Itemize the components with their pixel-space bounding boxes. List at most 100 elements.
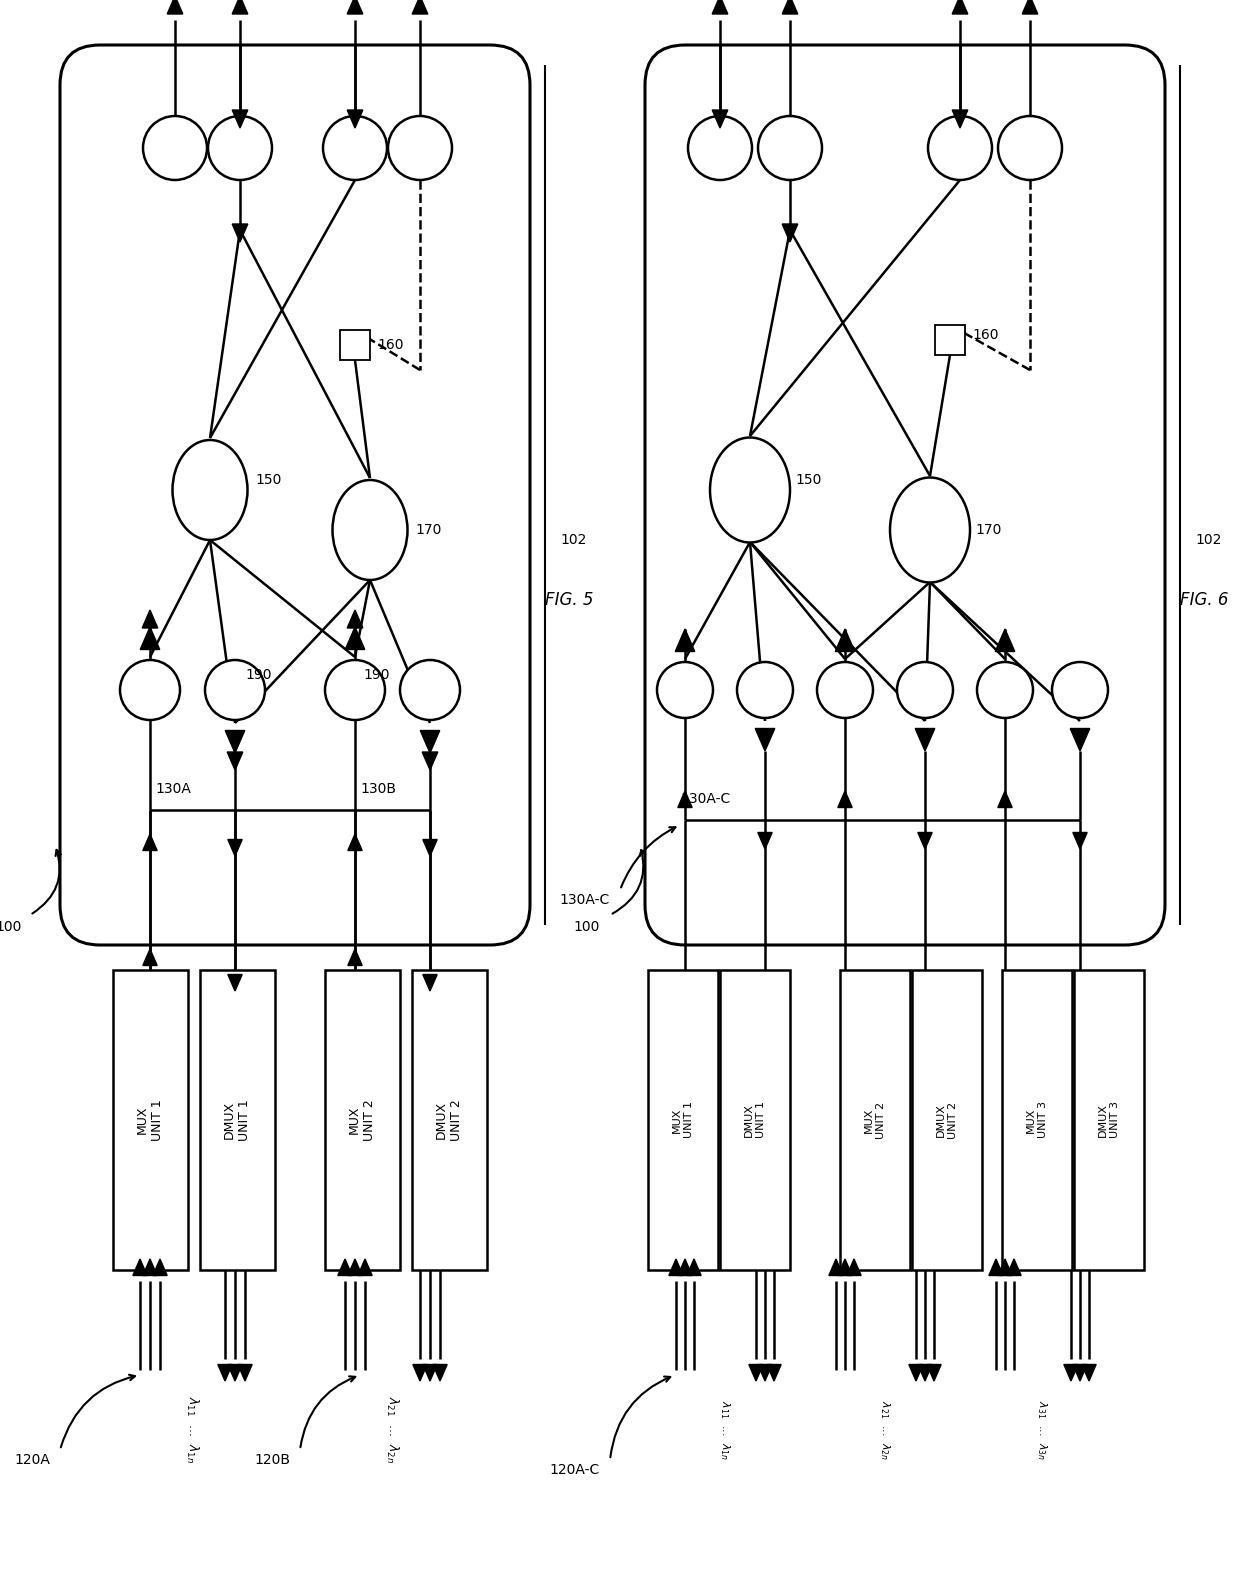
Polygon shape	[433, 1365, 448, 1381]
Text: $\lambda_{21}$  ...  $\lambda_{2n}$: $\lambda_{21}$ ... $\lambda_{2n}$	[878, 1400, 892, 1460]
Text: 190: 190	[246, 669, 272, 681]
Bar	[412, 970, 487, 1270]
Text: $\lambda_{31}$  ...  $\lambda_{3n}$: $\lambda_{31}$ ... $\lambda_{3n}$	[1035, 1400, 1049, 1460]
Polygon shape	[782, 223, 797, 243]
Circle shape	[1052, 662, 1109, 718]
Polygon shape	[1022, 0, 1038, 14]
Polygon shape	[413, 1365, 427, 1381]
Polygon shape	[143, 610, 157, 627]
Polygon shape	[420, 731, 440, 753]
Polygon shape	[678, 792, 692, 808]
Text: 190: 190	[363, 669, 389, 681]
Text: DMUX
UNIT 1: DMUX UNIT 1	[223, 1100, 250, 1141]
Text: $\lambda_{11}$  ...  $\lambda_{1n}$: $\lambda_{11}$ ... $\lambda_{1n}$	[718, 1400, 732, 1460]
Circle shape	[688, 117, 751, 180]
Polygon shape	[1081, 1365, 1096, 1381]
Polygon shape	[755, 728, 775, 752]
Ellipse shape	[711, 437, 790, 543]
Polygon shape	[1070, 728, 1090, 752]
Text: FIG. 6: FIG. 6	[1180, 591, 1229, 610]
Polygon shape	[998, 1259, 1012, 1275]
Polygon shape	[345, 627, 365, 650]
Bar	[911, 970, 982, 1270]
Text: 100: 100	[574, 919, 600, 934]
Bar	[340, 330, 370, 361]
Text: DMUX
UNIT 3: DMUX UNIT 3	[1099, 1101, 1120, 1138]
Polygon shape	[1073, 833, 1087, 849]
Polygon shape	[749, 1365, 763, 1381]
Polygon shape	[423, 975, 438, 991]
Polygon shape	[766, 1365, 781, 1381]
Text: 140B: 140B	[1025, 0, 1065, 3]
Text: 120A: 120A	[14, 1452, 50, 1467]
Polygon shape	[918, 1365, 932, 1381]
Circle shape	[817, 662, 873, 718]
Text: 130A-C: 130A-C	[680, 792, 730, 806]
Polygon shape	[676, 629, 694, 651]
Polygon shape	[133, 1259, 148, 1275]
Polygon shape	[348, 950, 362, 966]
Polygon shape	[228, 1365, 242, 1381]
Polygon shape	[218, 1365, 232, 1381]
Circle shape	[897, 662, 954, 718]
Text: 140A: 140A	[641, 0, 680, 3]
Text: 102: 102	[1195, 533, 1221, 547]
Circle shape	[401, 661, 460, 720]
Circle shape	[388, 117, 453, 180]
Polygon shape	[915, 728, 935, 752]
Bar	[1002, 970, 1073, 1270]
Text: 130B: 130B	[360, 782, 396, 796]
Text: 140B: 140B	[415, 0, 455, 3]
Polygon shape	[838, 792, 852, 808]
Text: $\lambda_{11}$  ...  $\lambda_{1n}$: $\lambda_{11}$ ... $\lambda_{1n}$	[184, 1396, 200, 1464]
Ellipse shape	[172, 440, 248, 539]
Polygon shape	[909, 1365, 923, 1381]
Polygon shape	[347, 110, 363, 128]
Circle shape	[977, 662, 1033, 718]
Polygon shape	[1073, 1365, 1087, 1381]
Text: $\lambda_{21}$  ...  $\lambda_{2n}$: $\lambda_{21}$ ... $\lambda_{2n}$	[384, 1396, 401, 1464]
Polygon shape	[347, 610, 363, 627]
Text: 160: 160	[972, 329, 998, 342]
Polygon shape	[668, 1259, 683, 1275]
Text: 170: 170	[415, 523, 441, 536]
Polygon shape	[712, 110, 728, 128]
Polygon shape	[232, 0, 248, 14]
Polygon shape	[1064, 1365, 1078, 1381]
Polygon shape	[926, 1365, 941, 1381]
Polygon shape	[678, 1259, 692, 1275]
Polygon shape	[423, 1365, 438, 1381]
Polygon shape	[758, 833, 773, 849]
Polygon shape	[952, 110, 967, 128]
Text: MUX
UNIT 1: MUX UNIT 1	[672, 1101, 694, 1138]
Bar	[200, 970, 275, 1270]
Text: MUX
UNIT 2: MUX UNIT 2	[864, 1101, 885, 1138]
Polygon shape	[347, 0, 363, 14]
Polygon shape	[712, 0, 728, 14]
Text: 130A-C: 130A-C	[559, 894, 610, 907]
Polygon shape	[996, 629, 1014, 651]
Polygon shape	[228, 975, 242, 991]
Bar	[113, 970, 188, 1270]
Polygon shape	[232, 223, 248, 243]
Polygon shape	[687, 1259, 701, 1275]
Polygon shape	[348, 1259, 362, 1275]
Circle shape	[143, 117, 207, 180]
Text: 150: 150	[795, 472, 821, 487]
Polygon shape	[836, 629, 854, 651]
Text: FIG. 5: FIG. 5	[546, 591, 594, 610]
Text: MUX
UNIT 1: MUX UNIT 1	[136, 1100, 164, 1141]
Text: 140A: 140A	[91, 0, 130, 3]
Polygon shape	[227, 752, 243, 769]
Circle shape	[928, 117, 992, 180]
Circle shape	[737, 662, 794, 718]
Polygon shape	[153, 1259, 167, 1275]
Polygon shape	[828, 1259, 843, 1275]
Polygon shape	[143, 1259, 157, 1275]
Circle shape	[657, 662, 713, 718]
Text: 160: 160	[377, 338, 403, 353]
Polygon shape	[918, 833, 932, 849]
Polygon shape	[140, 627, 160, 650]
Bar	[720, 970, 790, 1270]
Polygon shape	[143, 950, 157, 966]
